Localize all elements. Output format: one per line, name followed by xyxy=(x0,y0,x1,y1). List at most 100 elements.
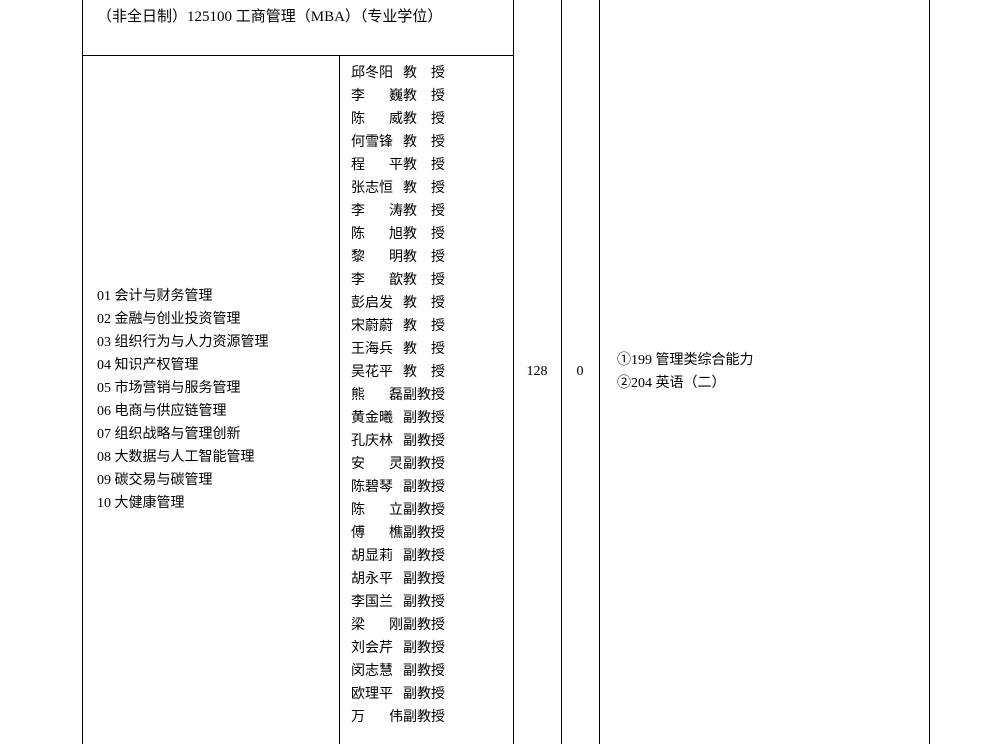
faculty-title: 副教授 xyxy=(403,545,445,568)
faculty-row: 孔庆林副教授 xyxy=(351,430,513,453)
faculty-row: 陈碧琴副教授 xyxy=(351,476,513,499)
faculty-title: 教授 xyxy=(403,223,459,246)
faculty-name: 黄金曦 xyxy=(351,407,403,430)
exam-item: ①199 管理类综合能力 xyxy=(617,349,929,372)
faculty-row: 刘会芹副教授 xyxy=(351,637,513,660)
faculty-row: 安灵副教授 xyxy=(351,453,513,476)
faculty-row: 陈旭教授 xyxy=(351,223,513,246)
direction-item: 04 知识产权管理 xyxy=(97,354,339,377)
direction-item: 02 金融与创业投资管理 xyxy=(97,308,339,331)
direction-item: 01 会计与财务管理 xyxy=(97,285,339,308)
faculty-title: 教授 xyxy=(403,108,459,131)
faculty-title: 教授 xyxy=(403,269,459,292)
faculty-title: 副教授 xyxy=(403,407,445,430)
faculty-name: 万伟 xyxy=(351,706,403,729)
quota-cell-2: 0 xyxy=(561,0,599,744)
faculty-name: 陈旭 xyxy=(351,223,403,246)
quota-2: 0 xyxy=(577,364,584,380)
faculty-title: 副教授 xyxy=(403,660,445,683)
faculty-name: 梁刚 xyxy=(351,614,403,637)
faculty-name: 邱冬阳 xyxy=(351,62,403,85)
faculty-row: 胡显莉副教授 xyxy=(351,545,513,568)
faculty-name: 欧理平 xyxy=(351,683,403,706)
faculty-name: 彭启发 xyxy=(351,292,403,315)
faculty-row: 胡永平副教授 xyxy=(351,568,513,591)
faculty-title: 教授 xyxy=(403,85,459,108)
faculty-row: 程平教授 xyxy=(351,154,513,177)
faculty-name: 孔庆林 xyxy=(351,430,403,453)
faculty-row: 吴花平教授 xyxy=(351,361,513,384)
faculty-title: 教授 xyxy=(403,338,459,361)
direction-item: 06 电商与供应链管理 xyxy=(97,400,339,423)
faculty-row: 宋蔚蔚教授 xyxy=(351,315,513,338)
faculty-title: 副教授 xyxy=(403,614,445,637)
faculty-name: 陈威 xyxy=(351,108,403,131)
direction-item: 10 大健康管理 xyxy=(97,492,339,515)
faculty-row: 彭启发教授 xyxy=(351,292,513,315)
table-frame: （非全日制）125100 工商管理（MBA）（专业学位） 01 会计与财务管理0… xyxy=(82,0,930,744)
faculty-title: 副教授 xyxy=(403,683,445,706)
faculty-row: 邱冬阳教授 xyxy=(351,62,513,85)
faculty-row: 张志恒教授 xyxy=(351,177,513,200)
faculty-row: 陈威教授 xyxy=(351,108,513,131)
faculty-name: 何雪锋 xyxy=(351,131,403,154)
faculty-title: 教授 xyxy=(403,131,459,154)
faculty-name: 刘会芹 xyxy=(351,637,403,660)
faculty-row: 黎明教授 xyxy=(351,246,513,269)
faculty-title: 副教授 xyxy=(403,706,445,729)
faculty-title: 教授 xyxy=(403,154,459,177)
faculty-name: 熊磊 xyxy=(351,384,403,407)
faculty-row: 李国兰副教授 xyxy=(351,591,513,614)
quota-cell-1: 128 xyxy=(513,0,561,744)
faculty-name: 宋蔚蔚 xyxy=(351,315,403,338)
faculty-title: 副教授 xyxy=(403,499,445,522)
faculty-title: 副教授 xyxy=(403,522,445,545)
faculty-cell: 邱冬阳教授李巍教授陈威教授何雪锋教授程平教授张志恒教授李涛教授陈旭教授黎明教授李… xyxy=(339,56,513,744)
faculty-name: 陈碧琴 xyxy=(351,476,403,499)
faculty-row: 李巍教授 xyxy=(351,85,513,108)
exam-item: ②204 英语（二） xyxy=(617,372,929,395)
faculty-name: 吴花平 xyxy=(351,361,403,384)
faculty-name: 胡永平 xyxy=(351,568,403,591)
faculty-name: 闵志慧 xyxy=(351,660,403,683)
faculty-title: 教授 xyxy=(403,62,459,85)
faculty-row: 李歆教授 xyxy=(351,269,513,292)
faculty-title: 教授 xyxy=(403,246,459,269)
faculty-row: 闵志慧副教授 xyxy=(351,660,513,683)
faculty-row: 傅樵副教授 xyxy=(351,522,513,545)
exam-subjects-cell: ①199 管理类综合能力②204 英语（二） xyxy=(599,0,929,744)
faculty-title: 教授 xyxy=(403,361,459,384)
faculty-row: 王海兵教授 xyxy=(351,338,513,361)
faculty-name: 傅樵 xyxy=(351,522,403,545)
quota-1: 128 xyxy=(527,364,548,380)
faculty-row: 欧理平副教授 xyxy=(351,683,513,706)
faculty-title: 副教授 xyxy=(403,476,445,499)
direction-item: 08 大数据与人工智能管理 xyxy=(97,446,339,469)
faculty-row: 何雪锋教授 xyxy=(351,131,513,154)
faculty-title: 副教授 xyxy=(403,430,445,453)
faculty-title: 副教授 xyxy=(403,384,445,407)
direction-item: 05 市场营销与服务管理 xyxy=(97,377,339,400)
faculty-name: 程平 xyxy=(351,154,403,177)
research-directions-cell: 01 会计与财务管理02 金融与创业投资管理03 组织行为与人力资源管理04 知… xyxy=(83,56,339,744)
faculty-row: 黄金曦副教授 xyxy=(351,407,513,430)
faculty-name: 王海兵 xyxy=(351,338,403,361)
faculty-row: 陈立副教授 xyxy=(351,499,513,522)
faculty-name: 安灵 xyxy=(351,453,403,476)
direction-item: 03 组织行为与人力资源管理 xyxy=(97,331,339,354)
faculty-title: 副教授 xyxy=(403,637,445,660)
faculty-name: 张志恒 xyxy=(351,177,403,200)
program-header: （非全日制）125100 工商管理（MBA）（专业学位） xyxy=(97,9,442,25)
faculty-name: 李涛 xyxy=(351,200,403,223)
direction-item: 09 碳交易与碳管理 xyxy=(97,469,339,492)
faculty-title: 副教授 xyxy=(403,568,445,591)
document-page: （非全日制）125100 工商管理（MBA）（专业学位） 01 会计与财务管理0… xyxy=(0,0,988,744)
faculty-name: 陈立 xyxy=(351,499,403,522)
faculty-name: 胡显莉 xyxy=(351,545,403,568)
faculty-name: 黎明 xyxy=(351,246,403,269)
faculty-row: 梁刚副教授 xyxy=(351,614,513,637)
faculty-title: 教授 xyxy=(403,292,459,315)
faculty-title: 教授 xyxy=(403,177,459,200)
faculty-name: 李巍 xyxy=(351,85,403,108)
faculty-name: 李国兰 xyxy=(351,591,403,614)
